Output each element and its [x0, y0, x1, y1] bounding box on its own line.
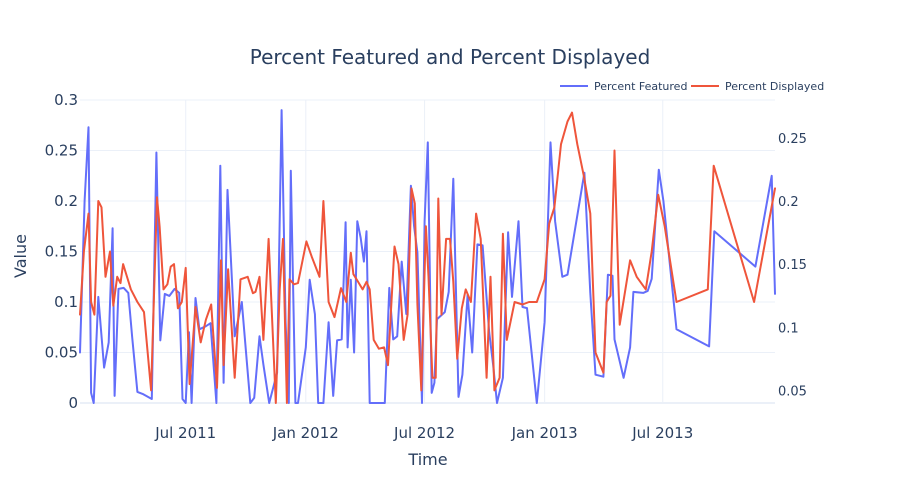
y-left-tick-label: 0.1: [54, 293, 78, 311]
y-left-tick-label: 0.25: [45, 142, 78, 160]
x-axis-title: Time: [407, 450, 447, 469]
x-tick-label: Jan 2012: [272, 424, 339, 442]
y-right-tick-label: 0.15: [778, 258, 807, 273]
series-lines: [79, 109, 776, 404]
x-tick-label: Jan 2013: [511, 424, 578, 442]
axes: 0 0.05 0.1 0.15 0.2 0.25 0.3 0.05 0.1 0.15 0.2 0.25…: [45, 91, 807, 442]
y-left-tick-label: 0.05: [45, 344, 78, 362]
y-right-tick-label: 0.1: [778, 321, 799, 336]
legend: Percent Featured Percent Displayed: [560, 80, 824, 93]
y-axis-title: Value: [11, 234, 30, 278]
y-right-tick-label: 0.2: [778, 195, 799, 210]
legend-label-percent-displayed: Percent Displayed: [725, 80, 824, 93]
x-tick-label: Jul 2012: [393, 424, 455, 442]
y-right-tick-label: 0.25: [778, 132, 807, 147]
chart-title: Percent Featured and Percent Displayed: [250, 45, 651, 69]
y-left-tick-label: 0: [68, 394, 78, 412]
series-line-percent-displayed: [79, 111, 776, 404]
y-left-tick-label: 0.2: [54, 192, 78, 210]
x-tick-label: Jul 2011: [154, 424, 216, 442]
y-left-tick-label: 0.3: [54, 91, 78, 109]
y-left-tick-label: 0.15: [45, 243, 78, 261]
legend-label-percent-featured: Percent Featured: [594, 80, 687, 93]
x-tick-label: Jul 2013: [631, 424, 693, 442]
y-right-tick-label: 0.05: [778, 384, 807, 399]
